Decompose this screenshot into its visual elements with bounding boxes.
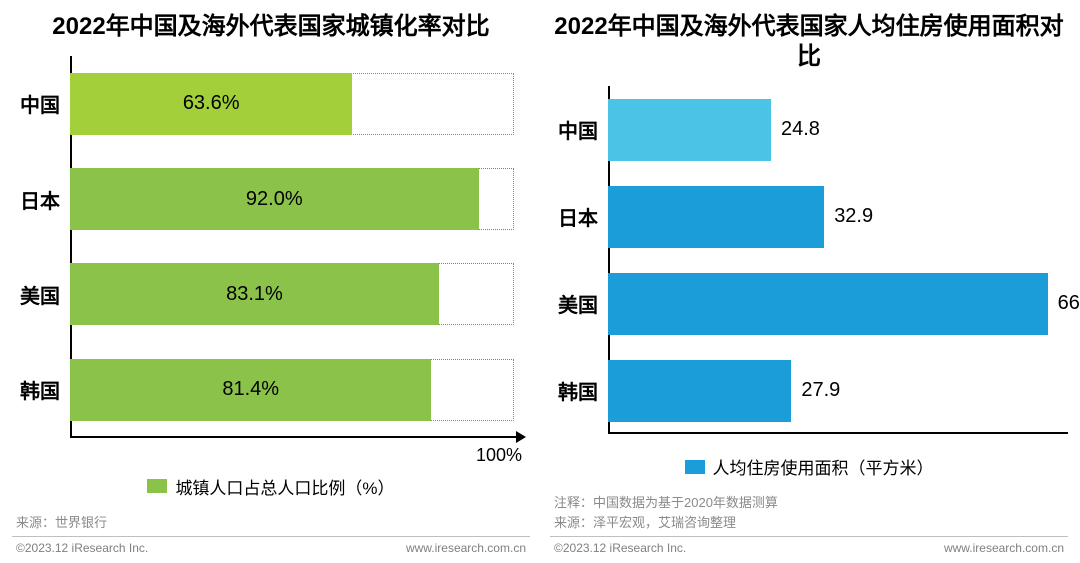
- footer-left: ©2023.12 iResearch Inc. www.iresearch.co…: [12, 536, 530, 563]
- chart-area-right: 中国 日本 美国 韩国 24.8 32.9: [550, 86, 1068, 434]
- charts-container: 2022年中国及海外代表国家城镇化率对比 中国 日本 美国 韩国 63.6%: [0, 0, 1080, 563]
- source-notes-right: 注释：中国数据为基于2020年数据测算 来源：泽平宏观，艾瑞咨询整理: [550, 493, 1068, 532]
- bar-row: 63.6%: [70, 56, 530, 151]
- bar-row: 32.9: [608, 173, 1068, 260]
- y-axis-labels-left: 中国 日本 美国 韩国: [12, 56, 70, 438]
- x-axis-end-label: 100%: [476, 445, 522, 466]
- bar-value-label: 24.8: [781, 118, 820, 141]
- bar-row: 92.0%: [70, 151, 530, 246]
- bar-fill: 81.4%: [70, 359, 431, 421]
- bar-track: 27.9: [608, 360, 1068, 422]
- category-label: 中国: [550, 86, 608, 173]
- legend-swatch-icon: [147, 479, 167, 493]
- bar-fill: 24.8: [608, 99, 771, 161]
- x-axis-line: [70, 436, 516, 438]
- category-label: 韩国: [12, 342, 70, 437]
- category-label: 美国: [12, 247, 70, 342]
- category-label: 中国: [12, 56, 70, 151]
- chart-area-left: 中国 日本 美国 韩国 63.6% 92.0%: [12, 56, 530, 438]
- bars-region-right: 24.8 32.9 66.9: [608, 86, 1068, 434]
- bar-fill: 92.0%: [70, 168, 479, 230]
- bar-fill: 66.9: [608, 273, 1048, 335]
- x-axis-arrow-icon: [516, 431, 526, 443]
- bar-row: 81.4%: [70, 342, 530, 437]
- category-label: 日本: [12, 151, 70, 246]
- urbanization-chart-panel: 2022年中国及海外代表国家城镇化率对比 中国 日本 美国 韩国 63.6%: [12, 8, 530, 563]
- bar-track: 83.1%: [70, 263, 530, 325]
- bar-track: 81.4%: [70, 359, 530, 421]
- copyright-text: ©2023.12 iResearch Inc.: [16, 541, 148, 555]
- legend-text: 人均住房使用面积（平方米）: [713, 454, 934, 479]
- bar-fill: 83.1%: [70, 263, 439, 325]
- y-axis-labels-right: 中国 日本 美国 韩国: [550, 86, 608, 434]
- legend-text: 城镇人口占总人口比例（%）: [175, 474, 394, 499]
- source-line: 来源：泽平宏观，艾瑞咨询整理: [554, 513, 1068, 533]
- legend-right: 人均住房使用面积（平方米）: [550, 454, 1068, 479]
- bar-row: 24.8: [608, 86, 1068, 173]
- chart-title-left: 2022年中国及海外代表国家城镇化率对比: [12, 12, 530, 42]
- source-notes-left: 来源：世界银行: [12, 513, 530, 533]
- bar-track: 24.8: [608, 99, 1068, 161]
- housing-area-chart-panel: 2022年中国及海外代表国家人均住房使用面积对比 中国 日本 美国 韩国 24.…: [550, 8, 1068, 563]
- bar-value-label: 27.9: [801, 379, 840, 402]
- legend-swatch-icon: [685, 460, 705, 474]
- bar-value-label: 32.9: [834, 205, 873, 228]
- bar-value-label: 66.9: [1058, 292, 1080, 315]
- bar-track: 66.9: [608, 273, 1068, 335]
- category-label: 美国: [550, 260, 608, 347]
- chart-title-right: 2022年中国及海外代表国家人均住房使用面积对比: [550, 12, 1068, 72]
- category-label: 韩国: [550, 347, 608, 434]
- bar-fill: 27.9: [608, 360, 791, 422]
- legend-left: 城镇人口占总人口比例（%）: [12, 474, 530, 499]
- category-label: 日本: [550, 173, 608, 260]
- source-line: 来源：世界银行: [16, 513, 530, 533]
- site-url-text: www.iresearch.com.cn: [944, 541, 1064, 555]
- note-line: 注释：中国数据为基于2020年数据测算: [554, 493, 1068, 513]
- x-axis-line: [608, 432, 1068, 434]
- copyright-text: ©2023.12 iResearch Inc.: [554, 541, 686, 555]
- footer-right: ©2023.12 iResearch Inc. www.iresearch.co…: [550, 536, 1068, 563]
- bar-fill: 32.9: [608, 186, 824, 248]
- bar-track: 92.0%: [70, 168, 530, 230]
- bar-track: 32.9: [608, 186, 1068, 248]
- bar-row: 66.9: [608, 260, 1068, 347]
- bar-track: 63.6%: [70, 73, 530, 135]
- bar-fill: 63.6%: [70, 73, 352, 135]
- bars-region-left: 63.6% 92.0% 83.1%: [70, 56, 530, 438]
- bar-row: 27.9: [608, 347, 1068, 434]
- bar-row: 83.1%: [70, 247, 530, 342]
- site-url-text: www.iresearch.com.cn: [406, 541, 526, 555]
